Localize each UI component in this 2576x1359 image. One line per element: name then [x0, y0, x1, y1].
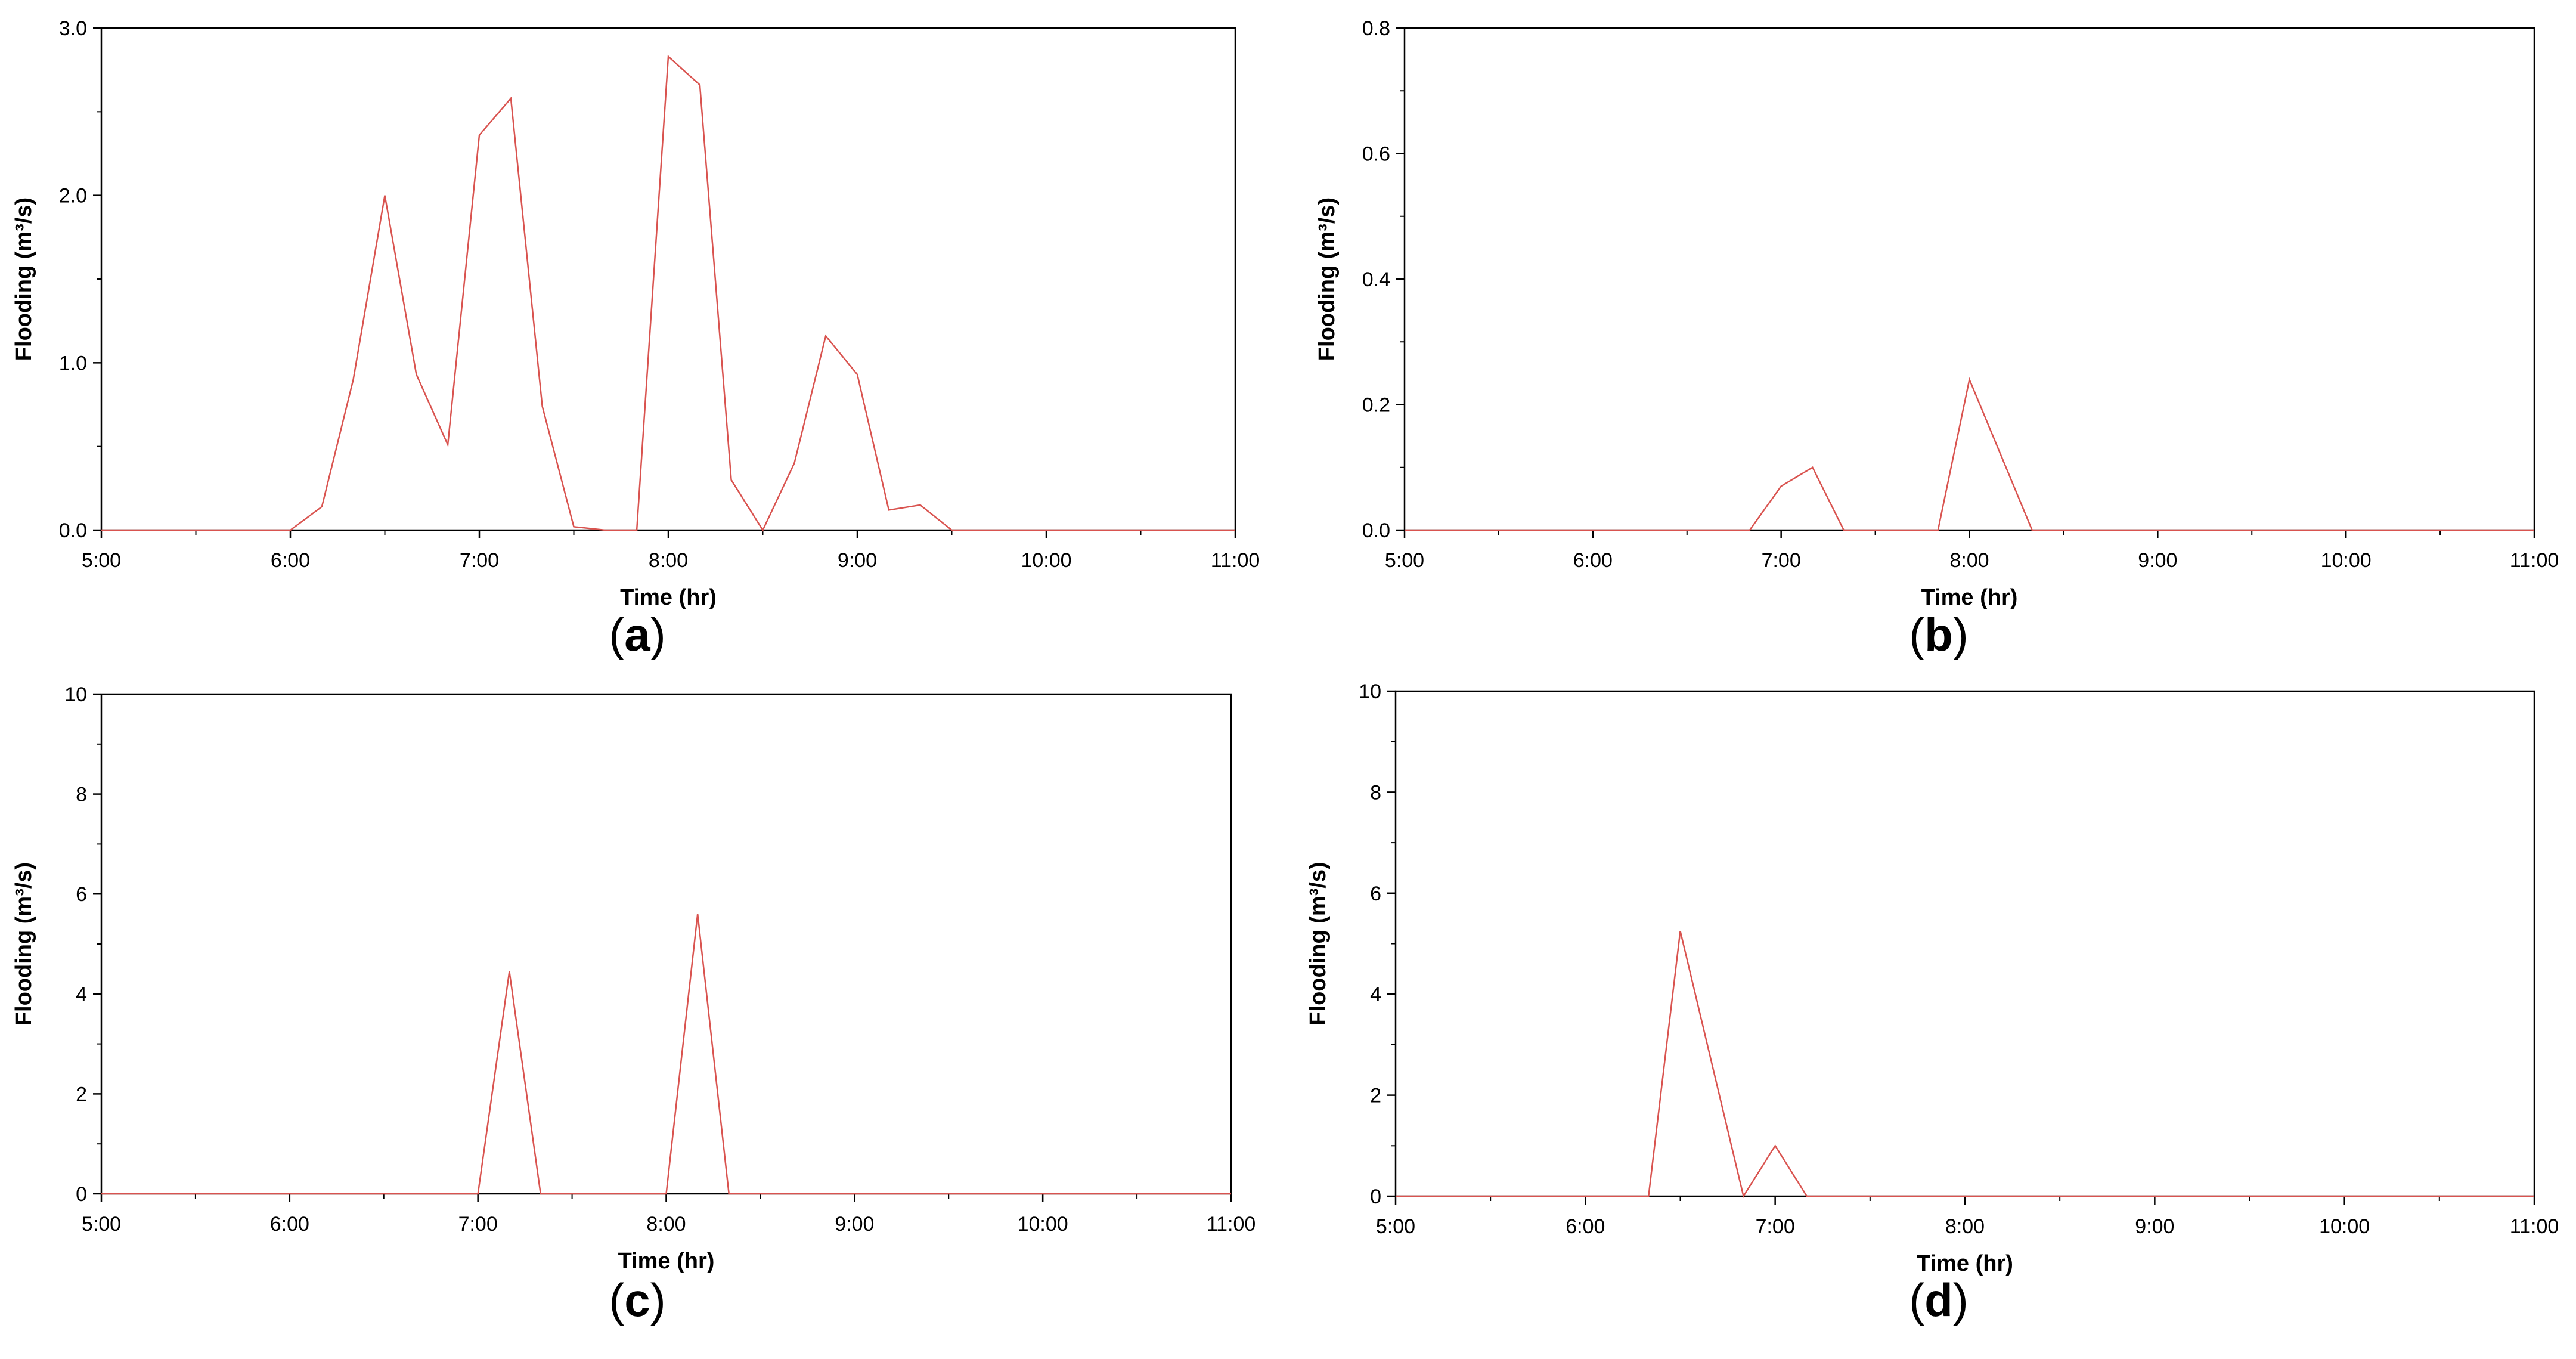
panel-caption-letter: a: [624, 608, 650, 661]
x-tick-label: 10:00: [1018, 1213, 1068, 1236]
y-tick-label: 8: [1370, 781, 1381, 804]
y-tick-label: 0.8: [1362, 17, 1390, 40]
y-axis-title: Flooding (m³/s): [11, 197, 36, 361]
x-tick-label: 11:00: [2510, 1215, 2559, 1238]
x-tick-label: 7:00: [1762, 549, 1801, 572]
x-tick-label: 10:00: [2319, 1215, 2370, 1238]
series-line-b: [1405, 377, 2534, 531]
x-axis-title: Time (hr): [618, 1249, 715, 1274]
x-tick-label: 11:00: [1207, 1213, 1256, 1236]
x-tick-label: 7:00: [458, 1213, 498, 1236]
chart-panel-a: 5:00 6:00 7:00 8:00 9:00 10:00 11:00 0.0 1.0 2.0 3…: [11, 17, 1260, 661]
y-tick-label: 4: [1370, 983, 1381, 1006]
plot-frame: [100, 27, 1236, 531]
panel-caption: (a): [609, 608, 665, 661]
y-tick-label: 0: [76, 1183, 87, 1206]
x-tick-label: 5:00: [82, 549, 121, 572]
x-tick-label: 6:00: [1566, 1215, 1605, 1238]
y-tick-label: 0.2: [1362, 394, 1390, 417]
y-tick-label: 10: [64, 683, 87, 706]
x-tick-label: 8:00: [1949, 549, 1989, 572]
chart-panel-c: 5:00 6:00 7:00 8:00 9:00 10:00 11:00 0 2 4 6 8 10 Tim…: [11, 683, 1256, 1326]
x-tick-label: 5:00: [1376, 1215, 1415, 1238]
plot-frame: [100, 693, 1232, 1195]
panel-caption: (d): [1909, 1274, 1969, 1326]
panel-caption-letter: b: [1924, 608, 1953, 661]
plot-frame: [1394, 690, 2535, 1197]
x-tick-label: 7:00: [1756, 1215, 1795, 1238]
y-tick-label: 0.0: [59, 519, 87, 542]
y-tick-label: 6: [76, 883, 87, 906]
panel-caption-letter: d: [1924, 1274, 1953, 1326]
x-tick-label: 8:00: [649, 549, 688, 572]
panel-caption: (b): [1909, 608, 1969, 661]
x-tick-label: 8:00: [1945, 1215, 1985, 1238]
y-tick-label: 0.4: [1362, 268, 1390, 291]
y-tick-label: 1.0: [59, 352, 87, 374]
x-tick-label: 9:00: [2138, 549, 2177, 572]
y-tick-label: 0.0: [1362, 519, 1390, 542]
x-axis-title: Time (hr): [1917, 1251, 2013, 1276]
x-tick-label: 9:00: [838, 549, 877, 572]
series-line-a: [101, 55, 1235, 532]
x-tick-label: 5:00: [82, 1213, 121, 1236]
x-tick-label: 6:00: [271, 549, 310, 572]
y-tick-label: 4: [76, 983, 87, 1006]
x-tick-label: 11:00: [2510, 549, 2559, 572]
y-tick-label: 6: [1370, 883, 1381, 905]
y-axis-title: Flooding (m³/s): [11, 862, 36, 1026]
y-tick-label: 2.0: [59, 185, 87, 208]
y-tick-label: 2: [1370, 1085, 1381, 1107]
y-tick-label: 10: [1359, 680, 1381, 703]
x-tick-label: 10:00: [2321, 549, 2372, 572]
chart-panel-d: 5:00 6:00 7:00 8:00 9:00 10:00 11:00 0 2 4 6 8 10 Tim…: [1306, 680, 2559, 1326]
x-tick-label: 9:00: [2135, 1215, 2174, 1238]
panel-caption: (c): [609, 1274, 665, 1326]
y-axis-title: Flooding (m³/s): [1315, 197, 1340, 361]
x-axis-title: Time (hr): [620, 585, 717, 610]
x-tick-label: 6:00: [270, 1213, 309, 1236]
y-tick-label: 0.6: [1362, 143, 1390, 166]
x-tick-label: 7:00: [460, 549, 499, 572]
chart-panel-b: 5:00 6:00 7:00 8:00 9:00 10:00 11:00 0.0 0.2 0.4 0…: [1315, 17, 2559, 661]
x-tick-label: 6:00: [1573, 549, 1613, 572]
y-tick-label: 8: [76, 784, 87, 806]
y-tick-label: 2: [76, 1083, 87, 1106]
series-line-d: [1396, 931, 2534, 1199]
y-tick-label: 0: [1370, 1185, 1381, 1208]
plot-frame: [1403, 27, 2535, 531]
y-tick-label: 3.0: [59, 17, 87, 40]
x-tick-label: 8:00: [646, 1213, 686, 1236]
x-tick-label: 10:00: [1021, 549, 1071, 572]
y-axis-title: Flooding (m³/s): [1306, 862, 1331, 1025]
x-tick-label: 5:00: [1385, 549, 1424, 572]
series-line-c: [101, 914, 1231, 1195]
x-axis-title: Time (hr): [1921, 585, 2018, 610]
x-tick-label: 11:00: [1211, 549, 1260, 572]
x-tick-label: 9:00: [835, 1213, 874, 1236]
panel-caption-letter: c: [624, 1274, 650, 1326]
